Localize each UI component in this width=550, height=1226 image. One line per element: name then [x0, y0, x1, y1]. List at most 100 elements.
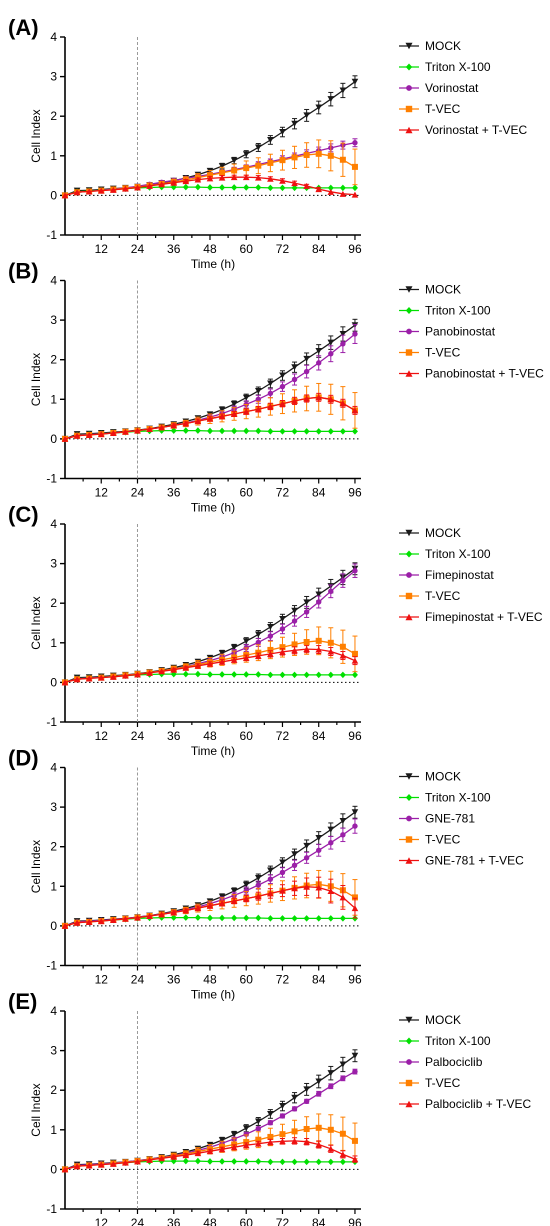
legend-item: Triton X-100: [399, 304, 491, 318]
data-point: [158, 668, 165, 675]
data-point: [134, 671, 141, 678]
x-axis-title: Time (h): [191, 744, 235, 758]
data-point: [339, 915, 346, 922]
data-point: [315, 646, 323, 653]
legend-item: Triton X-100: [399, 791, 491, 805]
data-point: [170, 422, 178, 429]
data-point: [291, 885, 298, 892]
data-point: [243, 1158, 250, 1165]
data-point: [243, 1139, 250, 1146]
data-point: [206, 175, 214, 182]
data-point: [351, 428, 358, 435]
x-tick-label: 72: [276, 486, 290, 500]
data-point: [255, 1118, 262, 1125]
data-point: [327, 1145, 335, 1152]
legend-marker: [405, 793, 413, 802]
x-tick-label: 36: [167, 486, 181, 500]
data-point: [110, 1160, 117, 1167]
data-point: [327, 1158, 334, 1166]
legend: MOCK Triton X-100 Palbociclib T-VEC Palbocic…: [399, 1013, 531, 1111]
data-point: [340, 341, 346, 347]
data-point: [218, 1137, 226, 1144]
data-point: [327, 915, 334, 922]
legend-label: Fimepinostat: [425, 568, 494, 582]
x-tick-label: 12: [95, 242, 109, 256]
data-point: [315, 591, 323, 598]
data-point: [291, 120, 298, 127]
data-point: [158, 1155, 165, 1162]
data-point: [339, 817, 347, 824]
data-point: [134, 914, 141, 921]
legend-item: Palbociclib: [399, 1055, 483, 1069]
data-point: [219, 1158, 226, 1165]
data-point: [351, 671, 358, 679]
data-point: [327, 888, 335, 895]
data-point: [231, 1158, 238, 1165]
data-point: [255, 387, 262, 394]
data-point: [279, 400, 286, 407]
panel-label: (C): [8, 502, 39, 527]
legend-marker: [405, 529, 413, 537]
data-point: [327, 152, 334, 159]
x-tick-label: 12: [95, 1216, 109, 1226]
x-tick-label: 84: [312, 242, 326, 256]
data-point: [291, 1094, 298, 1101]
data-point: [291, 851, 298, 858]
x-tick-label: 84: [312, 1216, 326, 1226]
legend-item: Triton X-100: [399, 60, 491, 74]
data-point: [303, 855, 310, 861]
x-tick-label: 96: [348, 729, 362, 743]
data-point: [73, 1163, 81, 1170]
x-tick-label: 96: [348, 242, 362, 256]
data-point: [170, 1153, 178, 1160]
data-point: [255, 1125, 262, 1132]
x-axis-title: Time (h): [191, 501, 235, 515]
x-tick-label: 72: [276, 973, 290, 987]
data-point: [279, 915, 286, 922]
legend-label: Panobinostat + T-VEC: [425, 367, 544, 381]
legend-item: MOCK: [399, 1013, 461, 1027]
data-point: [339, 190, 347, 197]
panel-label: (E): [8, 989, 37, 1014]
data-point: [194, 670, 201, 678]
legend-marker: [405, 42, 413, 50]
y-axis-title: Cell Index: [29, 109, 43, 162]
x-tick-label: 96: [348, 486, 362, 500]
data-point: [194, 183, 201, 191]
data-point: [231, 184, 238, 191]
y-tick-label: 0: [50, 188, 57, 202]
data-point: [218, 900, 226, 907]
legend-label: Triton X-100: [425, 547, 491, 561]
x-tick-label: 48: [203, 486, 217, 500]
data-point: [230, 401, 238, 408]
x-tick-label: 36: [167, 973, 181, 987]
legend: MOCK Triton X-100 Panobinostat T-VEC Panobin…: [399, 283, 544, 381]
data-point: [303, 182, 310, 189]
legend-label: MOCK: [425, 770, 461, 784]
legend-label: MOCK: [425, 39, 461, 53]
data-point: [170, 666, 178, 673]
data-point: [267, 623, 274, 630]
panel-label: (D): [8, 746, 39, 771]
data-point: [255, 174, 262, 181]
data-point: [328, 840, 334, 846]
data-point: [351, 1052, 359, 1059]
y-tick-label: 0: [50, 432, 57, 446]
y-tick-label: 3: [50, 557, 57, 571]
data-point: [351, 78, 359, 85]
y-tick-label: 1: [50, 879, 57, 893]
data-point: [158, 181, 165, 188]
data-point: [315, 834, 323, 841]
data-point: [146, 913, 153, 919]
x-tick-label: 60: [240, 973, 254, 987]
data-point: [303, 599, 310, 606]
data-point: [351, 657, 359, 664]
data-point: [327, 671, 334, 679]
series-triton: [62, 914, 358, 930]
legend-label: T-VEC: [425, 589, 461, 603]
data-point: [255, 427, 262, 435]
data-point: [230, 888, 238, 895]
legend-marker: [405, 1079, 413, 1087]
data-point: [182, 664, 190, 671]
data-point: [242, 638, 250, 645]
